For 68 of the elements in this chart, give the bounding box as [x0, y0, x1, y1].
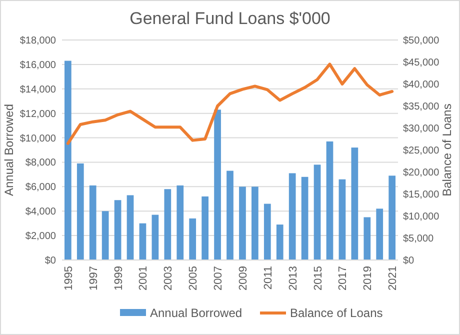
y-tick-label: $10,000	[20, 133, 56, 144]
bar	[114, 200, 122, 260]
y2-axis-title: Balance of Loans	[440, 104, 454, 196]
y-axis-title: Annual Borrowed	[2, 104, 16, 196]
bar	[152, 214, 159, 260]
bar	[139, 223, 146, 260]
bar	[76, 163, 84, 260]
bar	[189, 218, 196, 260]
bar	[338, 179, 346, 260]
bar	[314, 164, 321, 260]
y2-tick-label: $45,000	[403, 58, 440, 68]
x-tick-label: 2017	[337, 266, 350, 290]
y2-tick-label: $15,000	[403, 190, 440, 200]
bar	[301, 176, 308, 260]
bar	[326, 141, 334, 260]
y2-tick-label: $25,000	[403, 146, 440, 156]
bar	[252, 186, 258, 260]
y-tick-label: $14,000	[20, 84, 56, 96]
y2-tick-label: $10,000	[403, 212, 440, 222]
bar	[126, 195, 134, 260]
bar	[176, 185, 184, 260]
x-tick-label: 1995	[62, 266, 75, 290]
bar	[239, 186, 246, 260]
y2-tick-label: $30,000	[403, 124, 440, 134]
y2-tick-label: $40,000	[403, 80, 440, 90]
y-tick-label: $2,000	[25, 231, 56, 242]
y2-tick-label: $5,000	[403, 234, 434, 244]
legend-label: Annual Borrowed	[150, 306, 242, 320]
x-tick-label: 2019	[362, 266, 374, 290]
x-tick-label: 1997	[88, 266, 100, 290]
x-tick-label: 2015	[312, 266, 324, 290]
x-tick-label: 1999	[112, 266, 125, 290]
bar	[102, 211, 109, 260]
x-tick-label: 2011	[262, 266, 274, 290]
bar	[351, 148, 358, 260]
x-tick-label: 2021	[387, 266, 400, 290]
bar	[64, 60, 72, 260]
x-tick-label: 2007	[212, 266, 225, 290]
x-tick-label: 2009	[237, 266, 250, 290]
y2-tick-label: $20,000	[403, 168, 440, 178]
y2-tick-label: $0	[403, 256, 415, 266]
bar	[376, 208, 384, 260]
x-tick-label: 2013	[287, 266, 300, 290]
chart-title: General Fund Loans $'000	[130, 9, 330, 28]
bar	[276, 224, 284, 260]
bar	[388, 176, 396, 260]
y-tick-label: $4,000	[25, 206, 56, 218]
x-tick-label: 2003	[162, 266, 175, 290]
legend-label: Balance of Loans	[290, 306, 383, 320]
x-tick-label: 2005	[188, 266, 200, 290]
bar	[264, 204, 271, 260]
y-tick-label: $0	[44, 256, 56, 266]
bar	[202, 196, 208, 260]
bar	[89, 185, 96, 260]
bar	[226, 170, 234, 260]
bar	[214, 110, 221, 260]
y-tick-label: $6,000	[25, 182, 56, 194]
bar	[364, 217, 371, 260]
line-series	[66, 62, 394, 145]
y2-tick-label: $35,000	[403, 102, 440, 112]
y2-tick-label: $50,000	[403, 36, 440, 46]
y-tick-label: $12,000	[20, 108, 56, 120]
y-tick-label: $8,000	[25, 158, 56, 169]
bar	[164, 189, 172, 260]
x-tick-label: 2001	[138, 266, 150, 290]
y-tick-label: $16,000	[20, 60, 56, 71]
bar	[288, 173, 296, 260]
y-tick-label: $18,000	[20, 36, 56, 46]
